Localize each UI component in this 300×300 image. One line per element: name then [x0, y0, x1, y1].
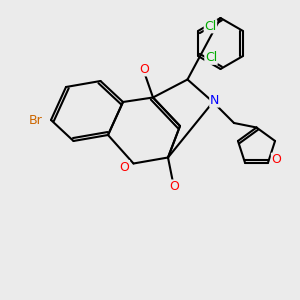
- Text: Cl: Cl: [205, 51, 217, 64]
- Text: O: O: [169, 180, 179, 193]
- Text: N: N: [210, 94, 219, 107]
- Text: Cl: Cl: [204, 20, 217, 33]
- Text: O: O: [272, 153, 281, 166]
- Text: O: O: [139, 63, 149, 76]
- Text: Br: Br: [28, 113, 42, 127]
- Text: O: O: [120, 160, 129, 174]
